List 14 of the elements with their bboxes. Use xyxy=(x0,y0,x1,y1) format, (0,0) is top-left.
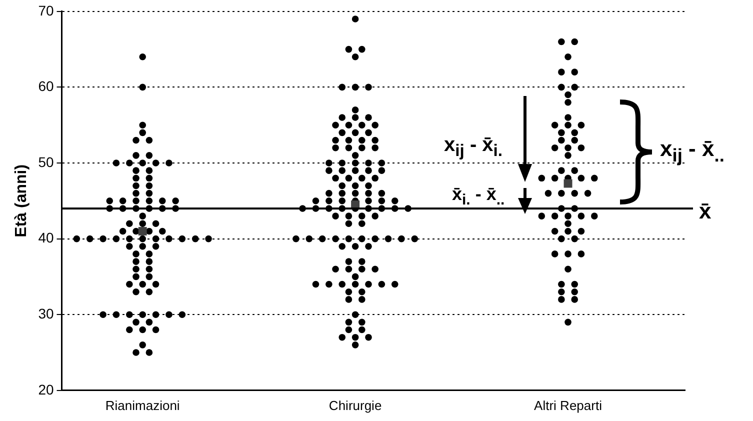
x-tick-label: Chirurgie xyxy=(328,398,382,413)
x-tick-label: Rianimazioni xyxy=(105,398,180,413)
y-tick-label: 70 xyxy=(38,2,54,18)
y-tick-label: 50 xyxy=(38,154,54,170)
y-tick-label: 30 xyxy=(38,305,54,322)
ref-line-label: x̄ xyxy=(699,198,712,224)
annotation: x$_{ij}$ - x̄$_{i.}$ xyxy=(444,134,503,161)
x-tick-label: Altri Reparti xyxy=(534,398,602,413)
y-axis-title: Età (anni) xyxy=(13,164,30,238)
y-tick-label: 20 xyxy=(38,381,54,398)
annotation: x$_{ij}$ - x̄$_{..}$ xyxy=(660,136,724,166)
y-tick-label: 40 xyxy=(38,230,54,246)
annotation: x̄$_{i.}$ - x̄$_{..}$ xyxy=(452,184,505,209)
y-tick-label: 60 xyxy=(38,78,54,94)
